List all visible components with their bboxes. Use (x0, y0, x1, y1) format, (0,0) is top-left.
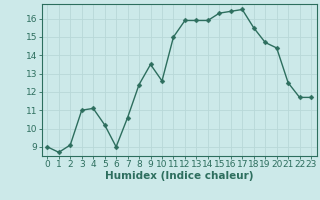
X-axis label: Humidex (Indice chaleur): Humidex (Indice chaleur) (105, 171, 253, 181)
